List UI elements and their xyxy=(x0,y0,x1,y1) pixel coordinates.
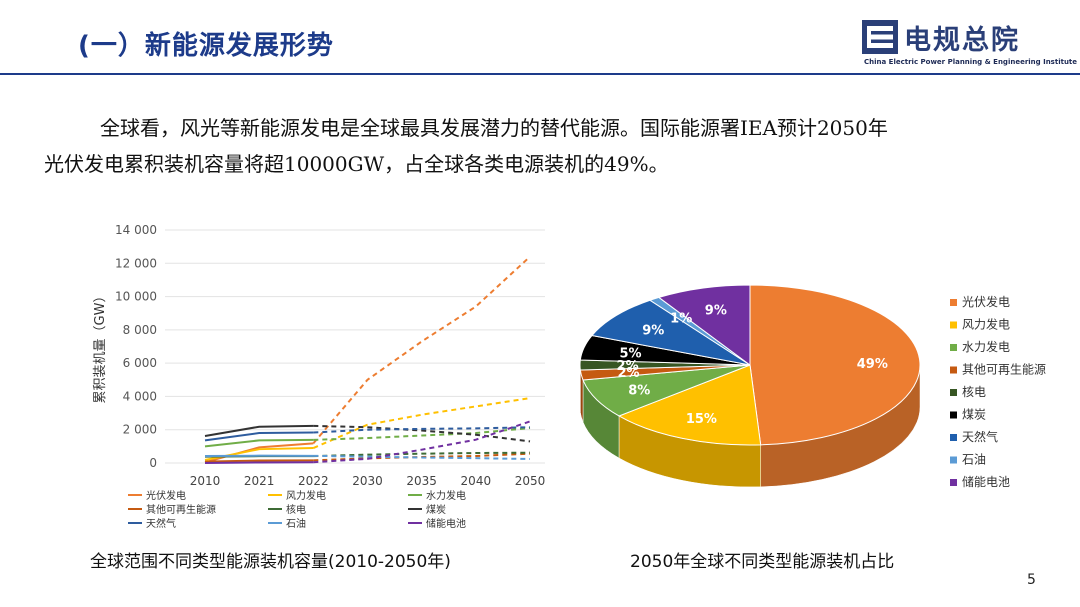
y-tick-label: 12 000 xyxy=(115,256,157,270)
series-line-projection xyxy=(313,424,531,443)
series-line-projection xyxy=(313,454,531,461)
pie-legend-label: 核电 xyxy=(962,385,986,399)
pie-legend-swatch xyxy=(950,389,957,396)
pie-legend-label: 光伏发电 xyxy=(962,294,1010,309)
pie-legend-swatch xyxy=(950,366,957,374)
pie-slice xyxy=(749,284,921,446)
pie-data-label: 1% xyxy=(670,311,692,326)
legend-label: 其他可再生能源 xyxy=(146,503,216,516)
pie-legend-label: 石油 xyxy=(962,453,986,467)
pie-legend-swatch xyxy=(950,479,957,486)
pie-legend-label: 天然气 xyxy=(962,429,998,444)
logo-mark-icon xyxy=(862,20,898,54)
pie-legend-label: 储能电池 xyxy=(962,474,1010,489)
pie-data-label: 8% xyxy=(628,384,650,399)
pie-data-label: 9% xyxy=(705,304,727,319)
line-chart-caption: 全球范围不同类型能源装机容量(2010-2050年) xyxy=(90,552,451,572)
y-tick-label: 6 000 xyxy=(123,356,157,370)
title-divider xyxy=(0,73,1080,75)
series-line-actual xyxy=(204,459,314,463)
series-line-projection xyxy=(313,427,531,441)
institute-logo: 电规总院 China Electric Power Planning & Eng… xyxy=(862,18,1077,70)
y-tick-label: 4 000 xyxy=(123,389,157,403)
x-tick-label: 2022 xyxy=(298,474,329,488)
x-tick-label: 2040 xyxy=(461,474,492,488)
series-line-projection xyxy=(312,255,531,445)
legend-label: 核电 xyxy=(286,503,306,516)
pie-data-label: 5% xyxy=(620,346,642,361)
body-paragraph: 全球看，风光等新能源发电是全球最具发展潜力的替代能源。国际能源署IEA预计205… xyxy=(44,110,1054,182)
legend-label: 储能电池 xyxy=(426,517,466,530)
pie-data-label: 2% xyxy=(618,366,640,381)
series-line-actual xyxy=(204,461,314,464)
y-tick-label: 2 000 xyxy=(123,423,157,437)
legend-label: 石油 xyxy=(286,517,306,530)
paragraph-line-2: 光伏发电累积装机容量将超10000GW，占全球各类电源装机的49%。 xyxy=(44,152,669,176)
y-tick-label: 8 000 xyxy=(123,323,157,337)
pie-legend-swatch xyxy=(950,411,957,419)
y-axis-label: 累积装机量（GW） xyxy=(93,290,108,404)
pie-sides xyxy=(579,364,921,488)
pie-legend-label: 其他可再生能源 xyxy=(962,363,1046,377)
line-chart: 0 2 000 4 000 6 000 8 000 10 000 12 000 14 000 累… xyxy=(80,210,560,540)
pie-chart: 49% 15% 8% 2% 2% 5% 9% 1% 9% 光伏发电 风力发电 水力发电 其他可再生能源核… xyxy=(570,270,1070,510)
pie-legend-label: 风力发电 xyxy=(962,317,1010,332)
legend-label: 风力发电 xyxy=(286,489,326,502)
pie-data-label: 9% xyxy=(642,324,664,339)
pie-legend-swatch xyxy=(950,456,957,464)
legend-label: 天然气 xyxy=(146,517,176,530)
x-tick-label: 2050 xyxy=(515,474,546,488)
series-line-projection xyxy=(313,420,531,464)
pie-legend-label: 水力发电 xyxy=(962,339,1010,354)
x-tick-label: 2021 xyxy=(244,474,275,488)
series-line-projection xyxy=(313,426,531,434)
pie-legend-swatch xyxy=(950,299,957,306)
series-line-projection xyxy=(312,397,531,449)
legend-label: 水力发电 xyxy=(426,489,466,502)
series-line-actual xyxy=(204,438,314,448)
pie-slice xyxy=(617,364,762,446)
x-tick-label: 2030 xyxy=(352,474,383,488)
series-line-actual xyxy=(204,424,314,438)
line-chart-svg: 0 2 000 4 000 6 000 8 000 10 000 12 000 14 000 累… xyxy=(93,223,546,530)
pie-legend-label: 煤炭 xyxy=(962,408,986,422)
pie-chart-svg: 49%15%8%2%2%5%9%1%9%光伏发电风力发电水力发电其他可再生能源核… xyxy=(579,284,1046,489)
series-line-actual xyxy=(204,431,314,442)
pie-slice xyxy=(657,284,751,366)
y-tick-label: 0 xyxy=(149,456,157,470)
pie-legend-swatch xyxy=(950,344,957,351)
x-tick-label: 2010 xyxy=(190,474,221,488)
pie-legend-swatch xyxy=(950,434,957,441)
page-number: 5 xyxy=(1027,572,1036,588)
paragraph-line-1: 全球看，风光等新能源发电是全球最具发展潜力的替代能源。国际能源署IEA预计205… xyxy=(100,116,888,140)
series-line-projection xyxy=(313,451,531,458)
pie-data-label: 15% xyxy=(686,412,717,427)
slide-title: (一）新能源发展形势 xyxy=(78,31,334,61)
logo-english-name: China Electric Power Planning & Engineer… xyxy=(864,58,1078,66)
legend-label: 光伏发电 xyxy=(146,489,186,502)
pie-data-label: 49% xyxy=(857,357,888,372)
pie-slice xyxy=(591,299,751,366)
pie-data-label: 2% xyxy=(617,359,639,374)
logo-chinese-name: 电规总院 xyxy=(904,25,1020,56)
y-tick-label: 10 000 xyxy=(115,290,157,304)
legend-label: 煤炭 xyxy=(426,503,446,516)
pie-chart-caption: 2050年全球不同类型能源装机占比 xyxy=(630,552,895,572)
pie-legend-swatch xyxy=(950,321,957,329)
x-tick-label: 2035 xyxy=(406,474,437,488)
y-tick-label: 14 000 xyxy=(115,223,157,237)
